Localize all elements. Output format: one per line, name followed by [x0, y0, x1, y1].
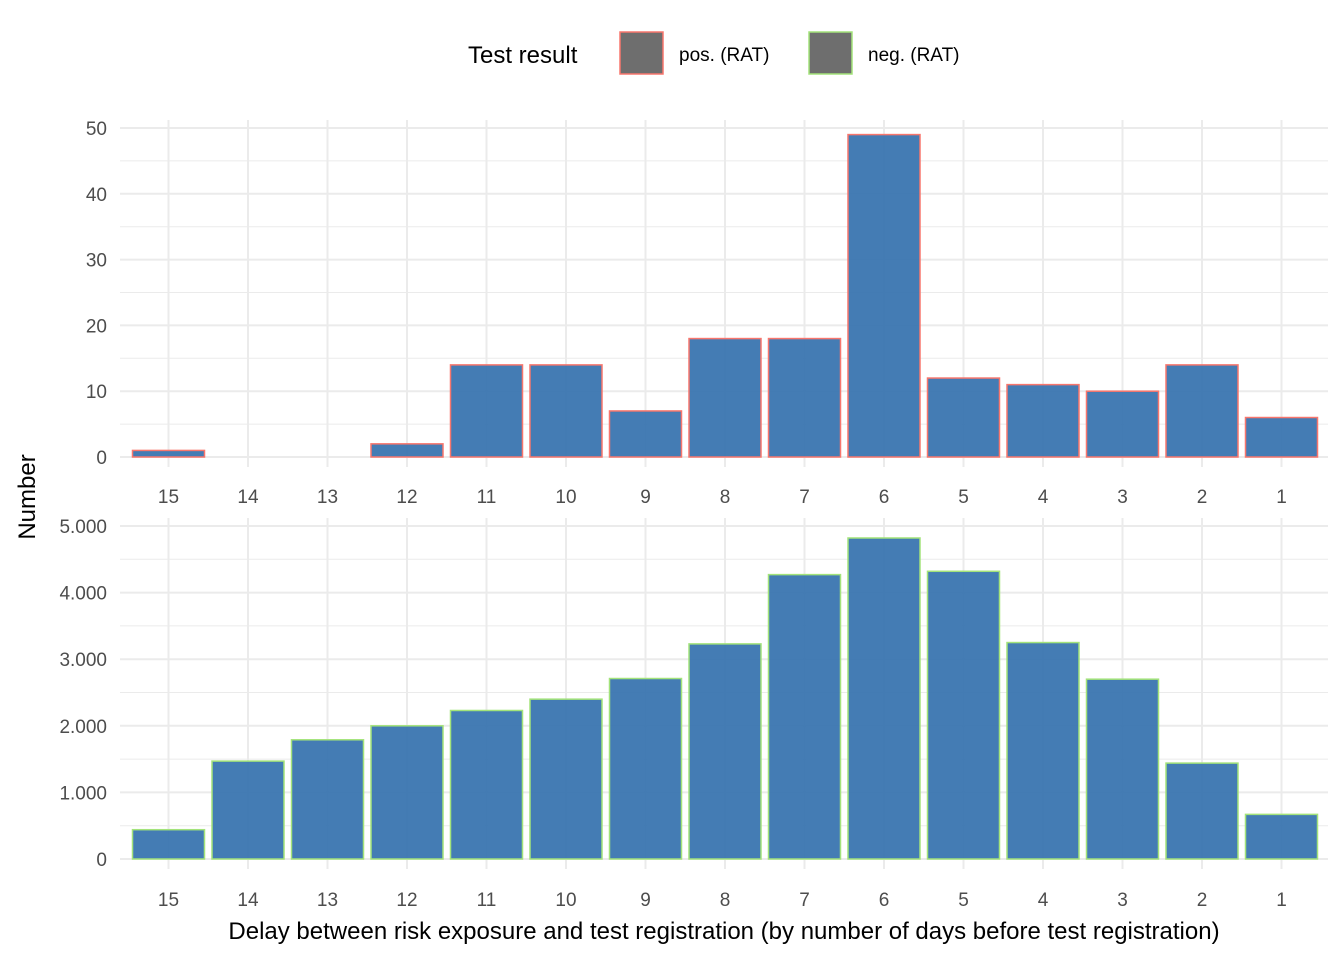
bar-6	[847, 133, 921, 458]
x-tick-label: 3	[1117, 890, 1128, 911]
bar-15	[131, 828, 206, 860]
bar-12	[370, 443, 444, 458]
x-tick-label: 3	[1117, 487, 1128, 508]
x-tick-label: 4	[1038, 890, 1049, 911]
x-tick-label: 2	[1197, 890, 1208, 911]
x-tick-label: 5	[958, 890, 969, 911]
bar-15	[131, 449, 206, 458]
x-tick-label: 7	[799, 487, 810, 508]
x-tick-label: 10	[555, 487, 576, 508]
bar-5	[926, 377, 1001, 458]
y-tick-label: 4.000	[59, 584, 107, 605]
bar-11	[449, 709, 524, 860]
bar-10	[529, 364, 603, 458]
bar-4	[1006, 641, 1080, 860]
x-tick-label: 6	[879, 487, 890, 508]
legend-label-neg: neg. (RAT)	[868, 45, 960, 66]
x-tick-label: 12	[396, 487, 417, 508]
x-tick-label: 6	[879, 890, 890, 911]
x-tick-label: 7	[799, 890, 810, 911]
legend-key-pos	[619, 31, 664, 75]
legend-label-pos: pos. (RAT)	[679, 45, 769, 66]
x-tick-label: 14	[237, 890, 259, 911]
bar-10	[529, 698, 603, 860]
x-tick-label: 13	[317, 890, 338, 911]
bar-13	[290, 739, 365, 860]
x-tick-label: 9	[640, 890, 651, 911]
x-tick-label: 11	[477, 890, 497, 911]
bar-7	[767, 573, 842, 860]
bar-3	[1085, 390, 1160, 458]
x-tick-label: 8	[720, 487, 731, 508]
x-tick-label: 4	[1038, 487, 1049, 508]
y-tick-label: 2.000	[59, 717, 107, 738]
bar-14	[211, 760, 285, 860]
bar-8	[688, 337, 762, 458]
y-tick-label: 0	[96, 448, 107, 469]
x-tick-label: 11	[477, 487, 497, 508]
bar-1	[1244, 813, 1319, 860]
bar-2	[1165, 762, 1239, 860]
x-tick-label: 15	[158, 487, 179, 508]
x-tick-label: 12	[396, 890, 417, 911]
x-tick-label: 10	[555, 890, 576, 911]
bar-9	[608, 410, 683, 458]
x-tick-label: 13	[317, 487, 338, 508]
bar-8	[688, 643, 762, 860]
x-tick-label: 9	[640, 487, 651, 508]
x-tick-label: 2	[1197, 487, 1208, 508]
x-tick-label: 8	[720, 890, 731, 911]
x-tick-label: 14	[237, 487, 259, 508]
y-tick-label: 10	[86, 382, 107, 403]
y-tick-label: 1.000	[59, 783, 107, 804]
y-tick-label: 0	[96, 850, 107, 871]
panel-pos-rat: 0 10 20 30 40 50 15 14 13 12 11 10 9 8 7 6 5 4 3 2 1	[86, 119, 1328, 508]
bar-5	[926, 570, 1001, 860]
x-tick-label: 15	[158, 890, 179, 911]
y-tick-label: 20	[86, 316, 107, 337]
bar-11	[449, 364, 524, 458]
bar-9	[608, 677, 683, 860]
y-tick-label: 50	[86, 119, 107, 140]
y-tick-label: 5.000	[59, 517, 107, 538]
y-axis-title: Number	[14, 454, 41, 539]
legend-key-neg	[808, 31, 853, 75]
x-tick-label: 1	[1276, 890, 1287, 911]
x-axis-title: Delay between risk exposure and test reg…	[228, 918, 1219, 945]
x-tick-label: 5	[958, 487, 969, 508]
bar-7	[767, 337, 842, 458]
legend-title: Test result	[468, 42, 578, 69]
bar-2	[1165, 364, 1239, 458]
bar-4	[1006, 383, 1080, 458]
bar-12	[370, 725, 444, 860]
legend: Test result pos. (RAT) neg. (RAT)	[468, 31, 960, 75]
bar-3	[1085, 678, 1160, 860]
bar-6	[847, 537, 921, 860]
y-tick-label: 40	[86, 185, 107, 206]
y-tick-label: 3.000	[59, 650, 107, 671]
x-tick-label: 1	[1276, 487, 1287, 508]
bar-1	[1244, 416, 1319, 458]
y-tick-label: 30	[86, 251, 107, 272]
